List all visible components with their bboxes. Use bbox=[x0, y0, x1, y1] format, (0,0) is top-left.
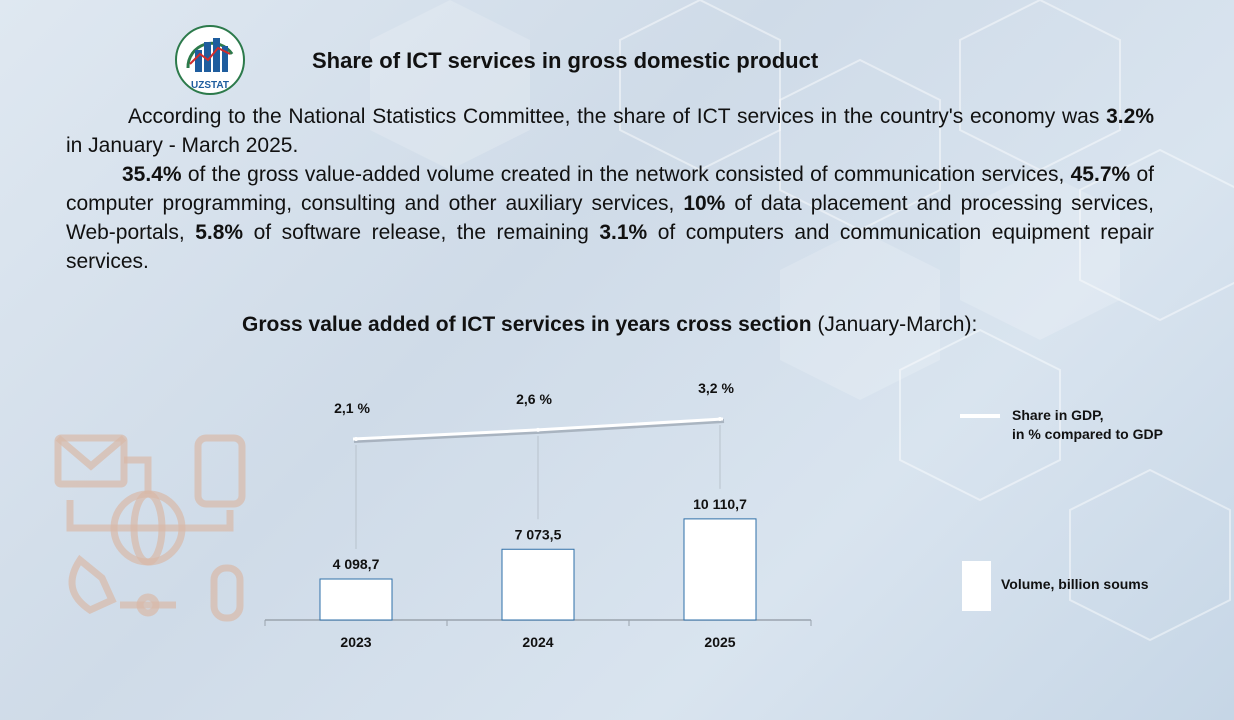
text-run: of computer programming, consulting and … bbox=[66, 163, 1154, 215]
highlight-value: 3.2% bbox=[1106, 105, 1154, 128]
line-point bbox=[354, 437, 358, 441]
legend-bar-swatch bbox=[962, 561, 991, 611]
legend-line-label-2: in % compared to GDP bbox=[1012, 426, 1163, 442]
x-tick-label: 2024 bbox=[522, 634, 553, 650]
highlight-value: 3.1% bbox=[599, 221, 648, 244]
text-run: of the gross value-added volume created … bbox=[181, 163, 1071, 186]
page-title: Share of ICT services in gross domestic … bbox=[312, 48, 819, 73]
logo-text: UZSTAT bbox=[191, 80, 229, 91]
line-point bbox=[718, 417, 722, 421]
highlight-value: 10% bbox=[683, 192, 726, 215]
paragraph-2: 35.4% of the gross value-added volume cr… bbox=[66, 160, 1154, 276]
legend-line-swatch bbox=[960, 414, 1000, 418]
line-value-label: 2,1 % bbox=[334, 400, 370, 416]
bar-value-label: 7 073,5 bbox=[515, 526, 562, 542]
line-point bbox=[536, 427, 540, 432]
line-value-label: 2,6 % bbox=[516, 391, 552, 407]
chart-title: Gross value added of ICT services in yea… bbox=[242, 313, 977, 337]
line-series-shadow bbox=[353, 419, 725, 443]
chart-title-main: Gross value added of ICT services in yea… bbox=[242, 313, 812, 336]
bar-value-label: 10 110,7 bbox=[693, 496, 747, 512]
x-tick-label: 2025 bbox=[704, 634, 735, 650]
text-run: of data placement and processing service… bbox=[66, 192, 1154, 244]
legend-line-label: Share in GDP, in % compared to GDP bbox=[1012, 406, 1163, 444]
ict-watermark-icon bbox=[54, 434, 246, 622]
highlight-value: 45.7% bbox=[1070, 163, 1131, 186]
highlight-value: 5.8% bbox=[195, 221, 244, 244]
uzstat-logo: UZSTAT bbox=[175, 25, 245, 95]
text-run: According to the National Statistics Com… bbox=[128, 105, 1107, 128]
bar-2025 bbox=[683, 518, 757, 621]
paragraph-1: According to the National Statistics Com… bbox=[66, 102, 1154, 160]
line-value-label: 3,2 % bbox=[698, 380, 734, 396]
bar-2024 bbox=[501, 548, 575, 621]
text-run: of computers and communication equipment… bbox=[66, 221, 1154, 273]
bar-value-label: 4 098,7 bbox=[333, 556, 380, 572]
bar-2023 bbox=[319, 578, 393, 621]
highlight-value: 35.4% bbox=[122, 163, 182, 186]
text-run: of software release, the remaining bbox=[243, 221, 600, 244]
legend-bar-label: Volume, billion soums bbox=[1001, 576, 1149, 592]
summary-text: According to the National Statistics Com… bbox=[66, 102, 1154, 276]
text-run: in January - March 2025. bbox=[66, 134, 299, 157]
legend-line-label-1: Share in GDP, bbox=[1012, 407, 1104, 423]
x-tick-label: 2023 bbox=[340, 634, 371, 650]
chart-title-period: (January-March): bbox=[817, 313, 978, 336]
